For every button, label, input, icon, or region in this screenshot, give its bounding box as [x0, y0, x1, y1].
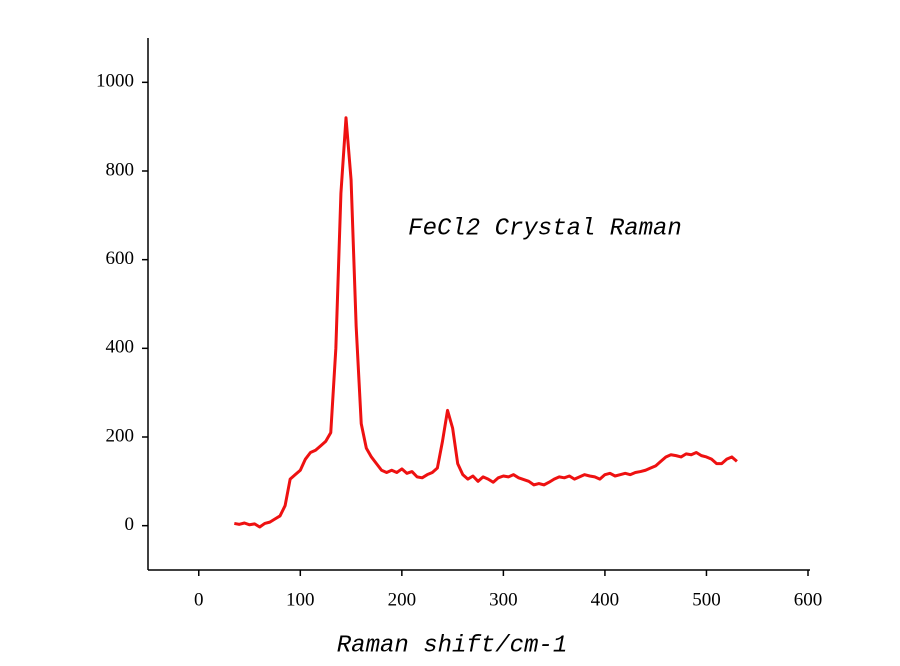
x-tick-label: 100 [286, 589, 315, 610]
x-tick-label: 600 [794, 589, 823, 610]
x-tick-label: 200 [388, 589, 417, 610]
spectrum-line [234, 116, 738, 529]
x-tick-label: 0 [194, 589, 204, 610]
y-tick-label: 200 [106, 425, 135, 446]
y-tick-label: 800 [106, 159, 135, 180]
x-tick-label: 500 [692, 589, 721, 610]
y-tick-label: 0 [125, 514, 135, 535]
y-tick-label: 600 [106, 248, 135, 269]
x-tick-label: 300 [489, 589, 518, 610]
y-tick-label: 400 [106, 337, 135, 358]
x-axis-label: Raman shift/cm-1 [337, 632, 567, 659]
x-tick-label: 400 [591, 589, 620, 610]
annotation: FeCl2 Crystal Raman [408, 215, 682, 242]
y-tick-label: 1000 [96, 71, 134, 92]
